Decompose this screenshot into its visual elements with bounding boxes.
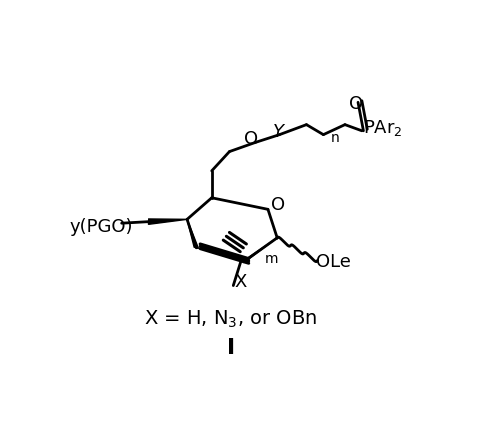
- Text: O: O: [271, 196, 285, 214]
- Polygon shape: [148, 219, 187, 224]
- Text: y(PGO): y(PGO): [69, 218, 133, 236]
- Text: Y: Y: [273, 123, 284, 141]
- Text: I: I: [227, 338, 235, 358]
- Text: O: O: [349, 95, 364, 113]
- Polygon shape: [243, 238, 277, 263]
- Text: OLe: OLe: [316, 253, 351, 271]
- Text: O: O: [244, 130, 258, 148]
- Text: PAr$_2$: PAr$_2$: [363, 118, 403, 139]
- Text: n: n: [330, 131, 339, 145]
- Polygon shape: [187, 219, 199, 248]
- Text: X = H, N$_3$, or OBn: X = H, N$_3$, or OBn: [144, 309, 317, 330]
- Text: m: m: [264, 252, 278, 266]
- Text: X: X: [234, 273, 246, 291]
